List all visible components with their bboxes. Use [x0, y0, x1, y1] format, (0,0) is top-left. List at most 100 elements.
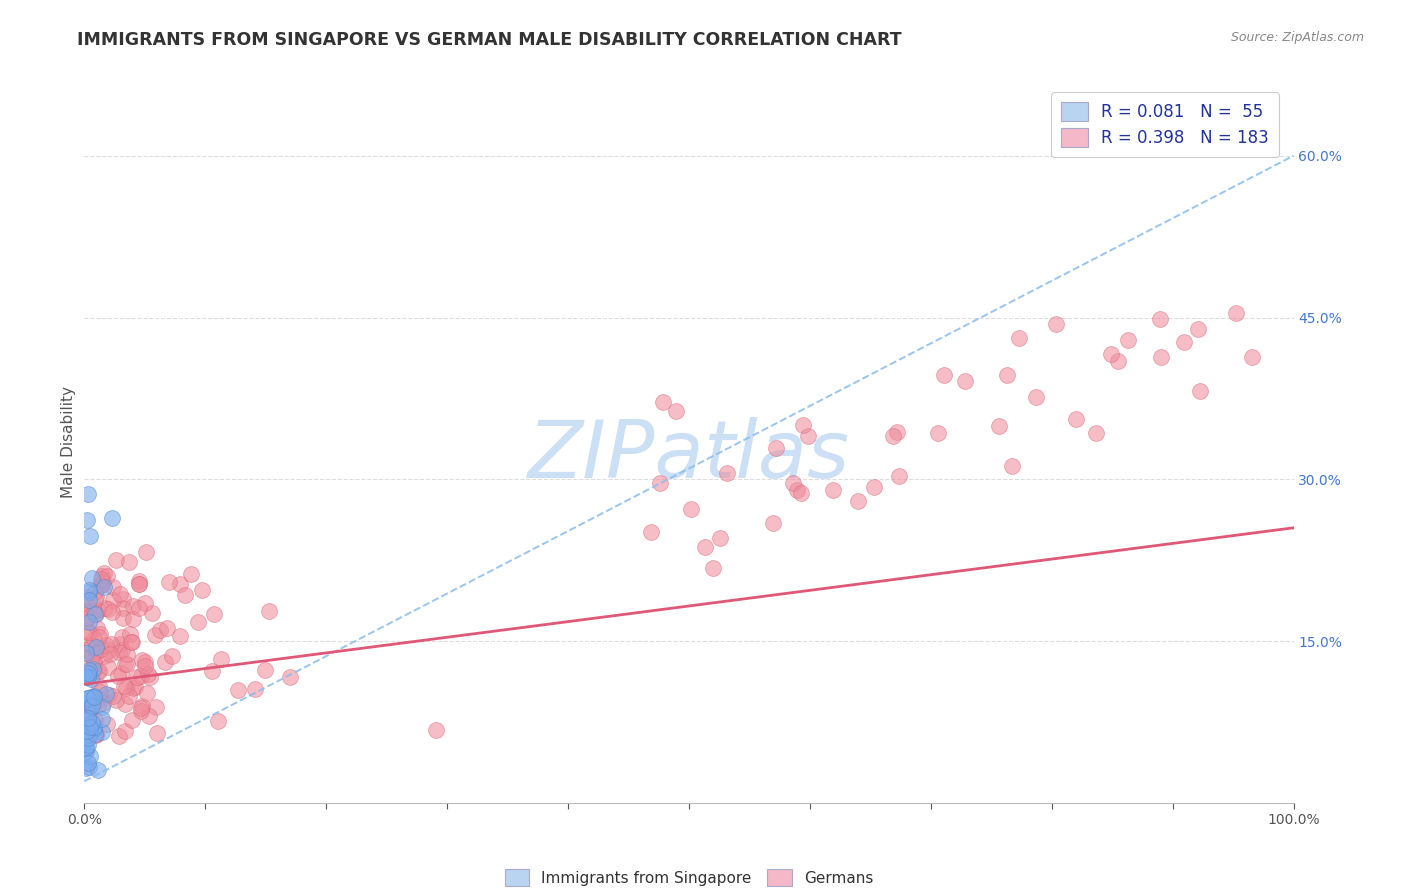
- Germans: [121, 599, 143, 614]
- Immigrants from Singapore: [82, 662, 104, 676]
- Germans: [932, 368, 955, 382]
- Germans: [138, 709, 160, 723]
- Germans: [90, 577, 112, 591]
- Immigrants from Singapore: [76, 669, 98, 683]
- Germans: [86, 591, 108, 605]
- Germans: [97, 602, 120, 616]
- Germans: [953, 374, 976, 388]
- Germans: [135, 545, 157, 559]
- Germans: [173, 589, 195, 603]
- Germans: [112, 679, 135, 693]
- Germans: [640, 524, 662, 539]
- Germans: [75, 668, 97, 682]
- Germans: [89, 684, 111, 698]
- Germans: [115, 647, 138, 661]
- Immigrants from Singapore: [77, 760, 100, 774]
- Germans: [709, 531, 731, 545]
- Germans: [75, 666, 97, 681]
- Germans: [76, 624, 98, 639]
- Immigrants from Singapore: [84, 727, 107, 741]
- Germans: [108, 587, 131, 601]
- Germans: [125, 670, 148, 684]
- Germans: [782, 475, 804, 490]
- Immigrants from Singapore: [94, 686, 117, 700]
- Immigrants from Singapore: [79, 698, 101, 712]
- Immigrants from Singapore: [75, 693, 97, 707]
- Immigrants from Singapore: [83, 689, 105, 703]
- Germans: [278, 670, 301, 684]
- Y-axis label: Male Disability: Male Disability: [60, 385, 76, 498]
- Germans: [80, 698, 103, 713]
- Germans: [114, 724, 136, 739]
- Germans: [160, 649, 183, 664]
- Germans: [84, 585, 107, 599]
- Germans: [1099, 347, 1122, 361]
- Germans: [83, 654, 105, 668]
- Germans: [111, 630, 134, 644]
- Germans: [117, 555, 139, 569]
- Germans: [124, 680, 146, 694]
- Germans: [156, 621, 179, 635]
- Germans: [136, 685, 159, 699]
- Germans: [1241, 350, 1264, 364]
- Germans: [114, 657, 136, 671]
- Germans: [75, 614, 97, 628]
- Immigrants from Singapore: [77, 487, 100, 501]
- Immigrants from Singapore: [83, 690, 105, 705]
- Germans: [84, 592, 107, 607]
- Immigrants from Singapore: [77, 593, 100, 607]
- Germans: [103, 580, 125, 594]
- Germans: [89, 578, 111, 592]
- Germans: [77, 624, 100, 639]
- Germans: [120, 635, 142, 649]
- Germans: [104, 693, 127, 707]
- Immigrants from Singapore: [90, 700, 112, 714]
- Germans: [115, 657, 138, 672]
- Germans: [886, 425, 908, 440]
- Immigrants from Singapore: [76, 719, 98, 733]
- Text: Source: ZipAtlas.com: Source: ZipAtlas.com: [1230, 31, 1364, 45]
- Germans: [129, 669, 152, 683]
- Germans: [86, 621, 108, 635]
- Germans: [87, 664, 110, 678]
- Germans: [702, 560, 724, 574]
- Germans: [786, 483, 808, 497]
- Germans: [1187, 322, 1209, 336]
- Germans: [988, 418, 1011, 433]
- Germans: [145, 726, 167, 740]
- Germans: [169, 629, 191, 643]
- Legend: Immigrants from Singapore, Germans: Immigrants from Singapore, Germans: [498, 861, 880, 892]
- Germans: [75, 604, 97, 618]
- Immigrants from Singapore: [90, 724, 112, 739]
- Immigrants from Singapore: [75, 740, 97, 755]
- Germans: [131, 699, 153, 714]
- Germans: [202, 607, 225, 621]
- Germans: [169, 576, 191, 591]
- Germans: [257, 604, 280, 618]
- Germans: [87, 603, 110, 617]
- Germans: [112, 592, 135, 607]
- Immigrants from Singapore: [77, 701, 100, 715]
- Germans: [128, 601, 150, 615]
- Immigrants from Singapore: [82, 571, 104, 585]
- Immigrants from Singapore: [76, 731, 98, 745]
- Immigrants from Singapore: [82, 699, 104, 714]
- Germans: [797, 429, 820, 443]
- Germans: [87, 692, 110, 706]
- Germans: [75, 590, 97, 604]
- Immigrants from Singapore: [77, 663, 100, 677]
- Immigrants from Singapore: [75, 740, 97, 755]
- Germans: [108, 637, 131, 651]
- Germans: [716, 466, 738, 480]
- Germans: [83, 664, 105, 678]
- Germans: [1064, 411, 1087, 425]
- Germans: [121, 612, 143, 626]
- Immigrants from Singapore: [76, 690, 98, 705]
- Germans: [103, 689, 125, 703]
- Immigrants from Singapore: [84, 640, 107, 654]
- Immigrants from Singapore: [86, 763, 108, 777]
- Germans: [100, 637, 122, 651]
- Immigrants from Singapore: [76, 691, 98, 706]
- Germans: [790, 486, 813, 500]
- Immigrants from Singapore: [77, 728, 100, 742]
